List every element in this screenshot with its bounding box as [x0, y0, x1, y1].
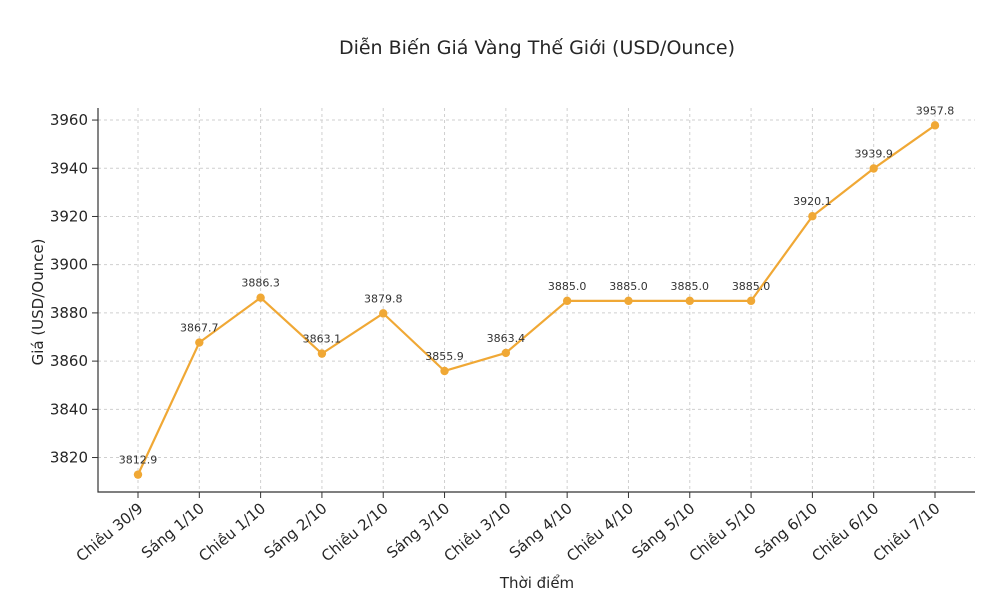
y-ticks: 3820 3840 3860 3880 3900 3920 3940 3960	[50, 111, 98, 467]
data-label: 3812.9	[119, 454, 158, 467]
y-tick-label: 3880	[50, 304, 88, 322]
y-axis-label: Giá (USD/Ounce)	[29, 239, 47, 366]
data-point	[133, 470, 143, 479]
grid-lines	[98, 108, 975, 492]
series-line	[137, 124, 936, 476]
data-label: 3957.8	[916, 104, 955, 117]
data-point	[685, 296, 694, 306]
data-label: 3920.1	[793, 195, 832, 208]
x-tick-label: Chiều 3/10	[441, 499, 515, 565]
data-label: 3886.3	[241, 277, 280, 290]
x-tick-label: Chiều 7/10	[870, 499, 944, 565]
data-label: 3885.0	[548, 280, 587, 293]
y-tick-label: 3900	[50, 256, 88, 274]
x-tick-label: Chiều 6/10	[808, 499, 882, 565]
data-label: 3885.0	[671, 280, 710, 293]
x-tick-label: Chiều 4/10	[563, 499, 637, 565]
data-label: 3855.9	[425, 350, 464, 363]
y-tick-label: 3920	[50, 207, 88, 225]
x-tick-label: Chiều 2/10	[318, 499, 392, 565]
x-axis-label: Thời điểm	[499, 574, 574, 592]
x-tick-label: Chiều 30/9	[73, 499, 147, 565]
y-tick-label: 3840	[50, 400, 88, 418]
data-point	[808, 212, 817, 221]
data-point	[379, 309, 388, 318]
data-label: 3863.1	[303, 333, 342, 346]
y-tick-label: 3820	[50, 449, 88, 467]
axes	[97, 108, 975, 493]
data-label: 3885.0	[609, 280, 648, 293]
data-point	[746, 296, 756, 306]
data-labels: 3812.9 3867.7 3886.3 3863.1 3879.8 3855.9 3863…	[119, 104, 955, 466]
series-line-group	[133, 121, 940, 479]
data-point	[195, 338, 204, 347]
x-tick-label: Chiều 5/10	[686, 499, 760, 565]
x-tick-label: Chiều 1/10	[195, 499, 269, 565]
chart-title: Diễn Biến Giá Vàng Thế Giới (USD/Ounce)	[339, 36, 735, 59]
data-point	[317, 349, 327, 358]
y-tick-label: 3860	[50, 352, 88, 370]
data-point	[562, 296, 572, 306]
data-label: 3879.8	[364, 292, 403, 305]
y-tick-label: 3940	[50, 159, 88, 177]
data-point	[440, 366, 449, 376]
y-tick-label: 3960	[50, 111, 88, 129]
data-point	[624, 296, 633, 306]
data-label: 3939.9	[854, 148, 893, 161]
data-point	[869, 164, 878, 173]
data-point	[930, 121, 940, 130]
data-label: 3885.0	[732, 280, 771, 293]
data-point	[256, 293, 265, 302]
data-point	[501, 348, 511, 358]
axis-spines	[97, 108, 975, 493]
data-label: 3867.7	[180, 322, 219, 335]
data-label: 3863.4	[487, 332, 526, 345]
